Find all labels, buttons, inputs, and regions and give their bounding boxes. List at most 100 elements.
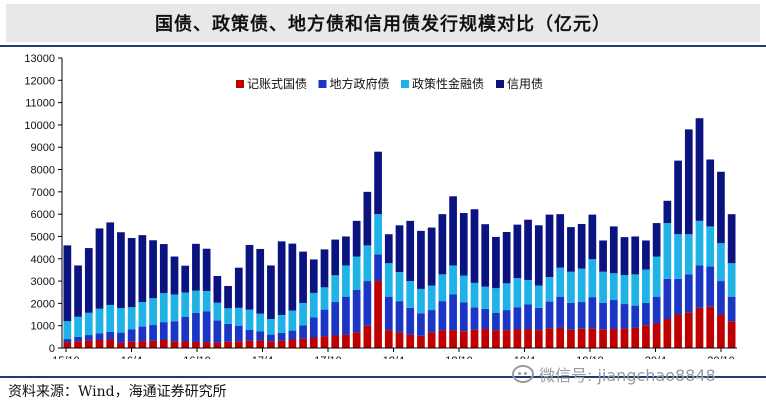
bar-difang	[299, 325, 307, 339]
bar-difang	[727, 296, 736, 322]
bar-zhengce	[534, 285, 543, 308]
bar-xinyong	[234, 267, 243, 308]
bar-guozhai	[374, 281, 382, 348]
bar-difang	[363, 281, 372, 326]
bar-zhengce	[352, 256, 361, 290]
bar-guozhai	[417, 335, 425, 348]
bar-difang	[149, 325, 157, 341]
bar-guozhai	[717, 314, 725, 348]
bar-guozhai	[524, 329, 532, 348]
bar-xinyong	[609, 226, 618, 274]
bar-difang	[652, 296, 661, 324]
bar-zhengce	[267, 319, 275, 335]
bar-zhengce	[449, 265, 457, 295]
bar-guozhai	[588, 328, 597, 348]
x-tick-label: 16/10	[183, 355, 211, 359]
bar-zhengce	[181, 292, 190, 317]
bar-xinyong	[63, 245, 72, 322]
bar-difang	[84, 335, 93, 341]
stacked-bar-chart: 0 1000 2000 3000 4000 5000 6000 7000 8000 9000 100…	[24, 53, 737, 359]
bar-difang	[309, 317, 318, 338]
bar-difang	[470, 307, 479, 330]
bar-xinyong	[213, 275, 222, 303]
bar-xinyong	[427, 227, 436, 286]
bar-xinyong	[74, 265, 82, 317]
y-tick-label: 2000	[31, 298, 55, 310]
bar-zhengce	[288, 310, 297, 331]
bar-xinyong	[556, 214, 565, 268]
bar-xinyong	[363, 191, 372, 246]
bar-difang	[567, 302, 575, 330]
bar-difang	[492, 312, 500, 331]
y-tick-label: 5000	[31, 231, 55, 243]
chart-title: 国债、政策债、地方债和信用债发行规模对比（亿元）	[155, 14, 611, 35]
bar-difang	[684, 274, 693, 313]
bar-zhengce	[459, 275, 468, 303]
bar-zhengce	[309, 292, 318, 318]
bar-guozhai	[631, 327, 640, 348]
bar-difang	[95, 333, 104, 340]
bar-guozhai	[384, 330, 393, 348]
bar-guozhai	[513, 329, 522, 348]
bar-guozhai	[224, 341, 232, 348]
bar-guozhai	[481, 329, 490, 348]
bar-guozhai	[159, 339, 168, 348]
bar-zhengce	[320, 287, 329, 310]
bar-difang	[717, 281, 725, 315]
bar-zhengce	[395, 272, 404, 302]
bar-xinyong	[706, 159, 715, 227]
y-tick-label: 1000	[31, 321, 55, 333]
bar-xinyong	[567, 227, 575, 272]
bar-xinyong	[256, 248, 265, 314]
bar-xinyong	[127, 238, 136, 308]
bar-guozhai	[331, 335, 340, 348]
x-tick-label: 17/10	[314, 355, 342, 359]
bar-guozhai	[502, 330, 511, 348]
bar-guozhai	[320, 336, 329, 348]
bar-difang	[459, 302, 468, 332]
bar-zhengce	[727, 263, 736, 297]
bar-guozhai	[352, 332, 361, 348]
bar-guozhai	[117, 342, 125, 348]
bar-zhengce	[427, 285, 436, 311]
bar-difang	[331, 302, 340, 336]
bar-zhengce	[213, 302, 222, 321]
bar-guozhai	[192, 341, 200, 348]
bar-guozhai	[95, 339, 104, 348]
wechat-icon	[512, 365, 534, 383]
bar-zhengce	[374, 214, 382, 255]
bar-zhengce	[567, 271, 575, 303]
bar-guozhai	[652, 323, 661, 348]
legend-label: 政策性金融债	[412, 76, 484, 91]
bar-zhengce	[331, 275, 340, 303]
bar-zhengce	[545, 277, 554, 302]
bar-xinyong	[331, 239, 340, 276]
bar-guozhai	[202, 342, 211, 348]
bar-xinyong	[727, 214, 736, 264]
bar-guozhai	[534, 330, 543, 348]
bar-guozhai	[74, 341, 82, 348]
bottom-rule	[0, 376, 766, 378]
bar-difang	[406, 307, 415, 335]
bar-guozhai	[427, 332, 436, 348]
legend-swatch-xinyong	[496, 80, 504, 88]
bar-xinyong	[374, 151, 382, 215]
bar-guozhai	[181, 341, 190, 348]
bar-zhengce	[406, 281, 415, 308]
bar-difang	[620, 304, 629, 329]
bar-xinyong	[492, 236, 500, 289]
bar-difang	[417, 313, 425, 336]
bar-difang	[502, 310, 511, 331]
bar-difang	[74, 336, 82, 342]
bar-guozhai	[395, 332, 404, 348]
bar-difang	[534, 307, 543, 331]
bar-guozhai	[663, 319, 672, 348]
bar-difang	[513, 307, 522, 330]
bar-guozhai	[406, 334, 415, 348]
bar-zhengce	[106, 304, 115, 332]
bar-difang	[577, 302, 586, 329]
bar-guozhai	[567, 329, 575, 348]
bar-zhengce	[192, 290, 200, 313]
bar-xinyong	[192, 243, 200, 291]
title-band: 国债、政策债、地方债和信用债发行规模对比（亿元）	[6, 4, 760, 42]
